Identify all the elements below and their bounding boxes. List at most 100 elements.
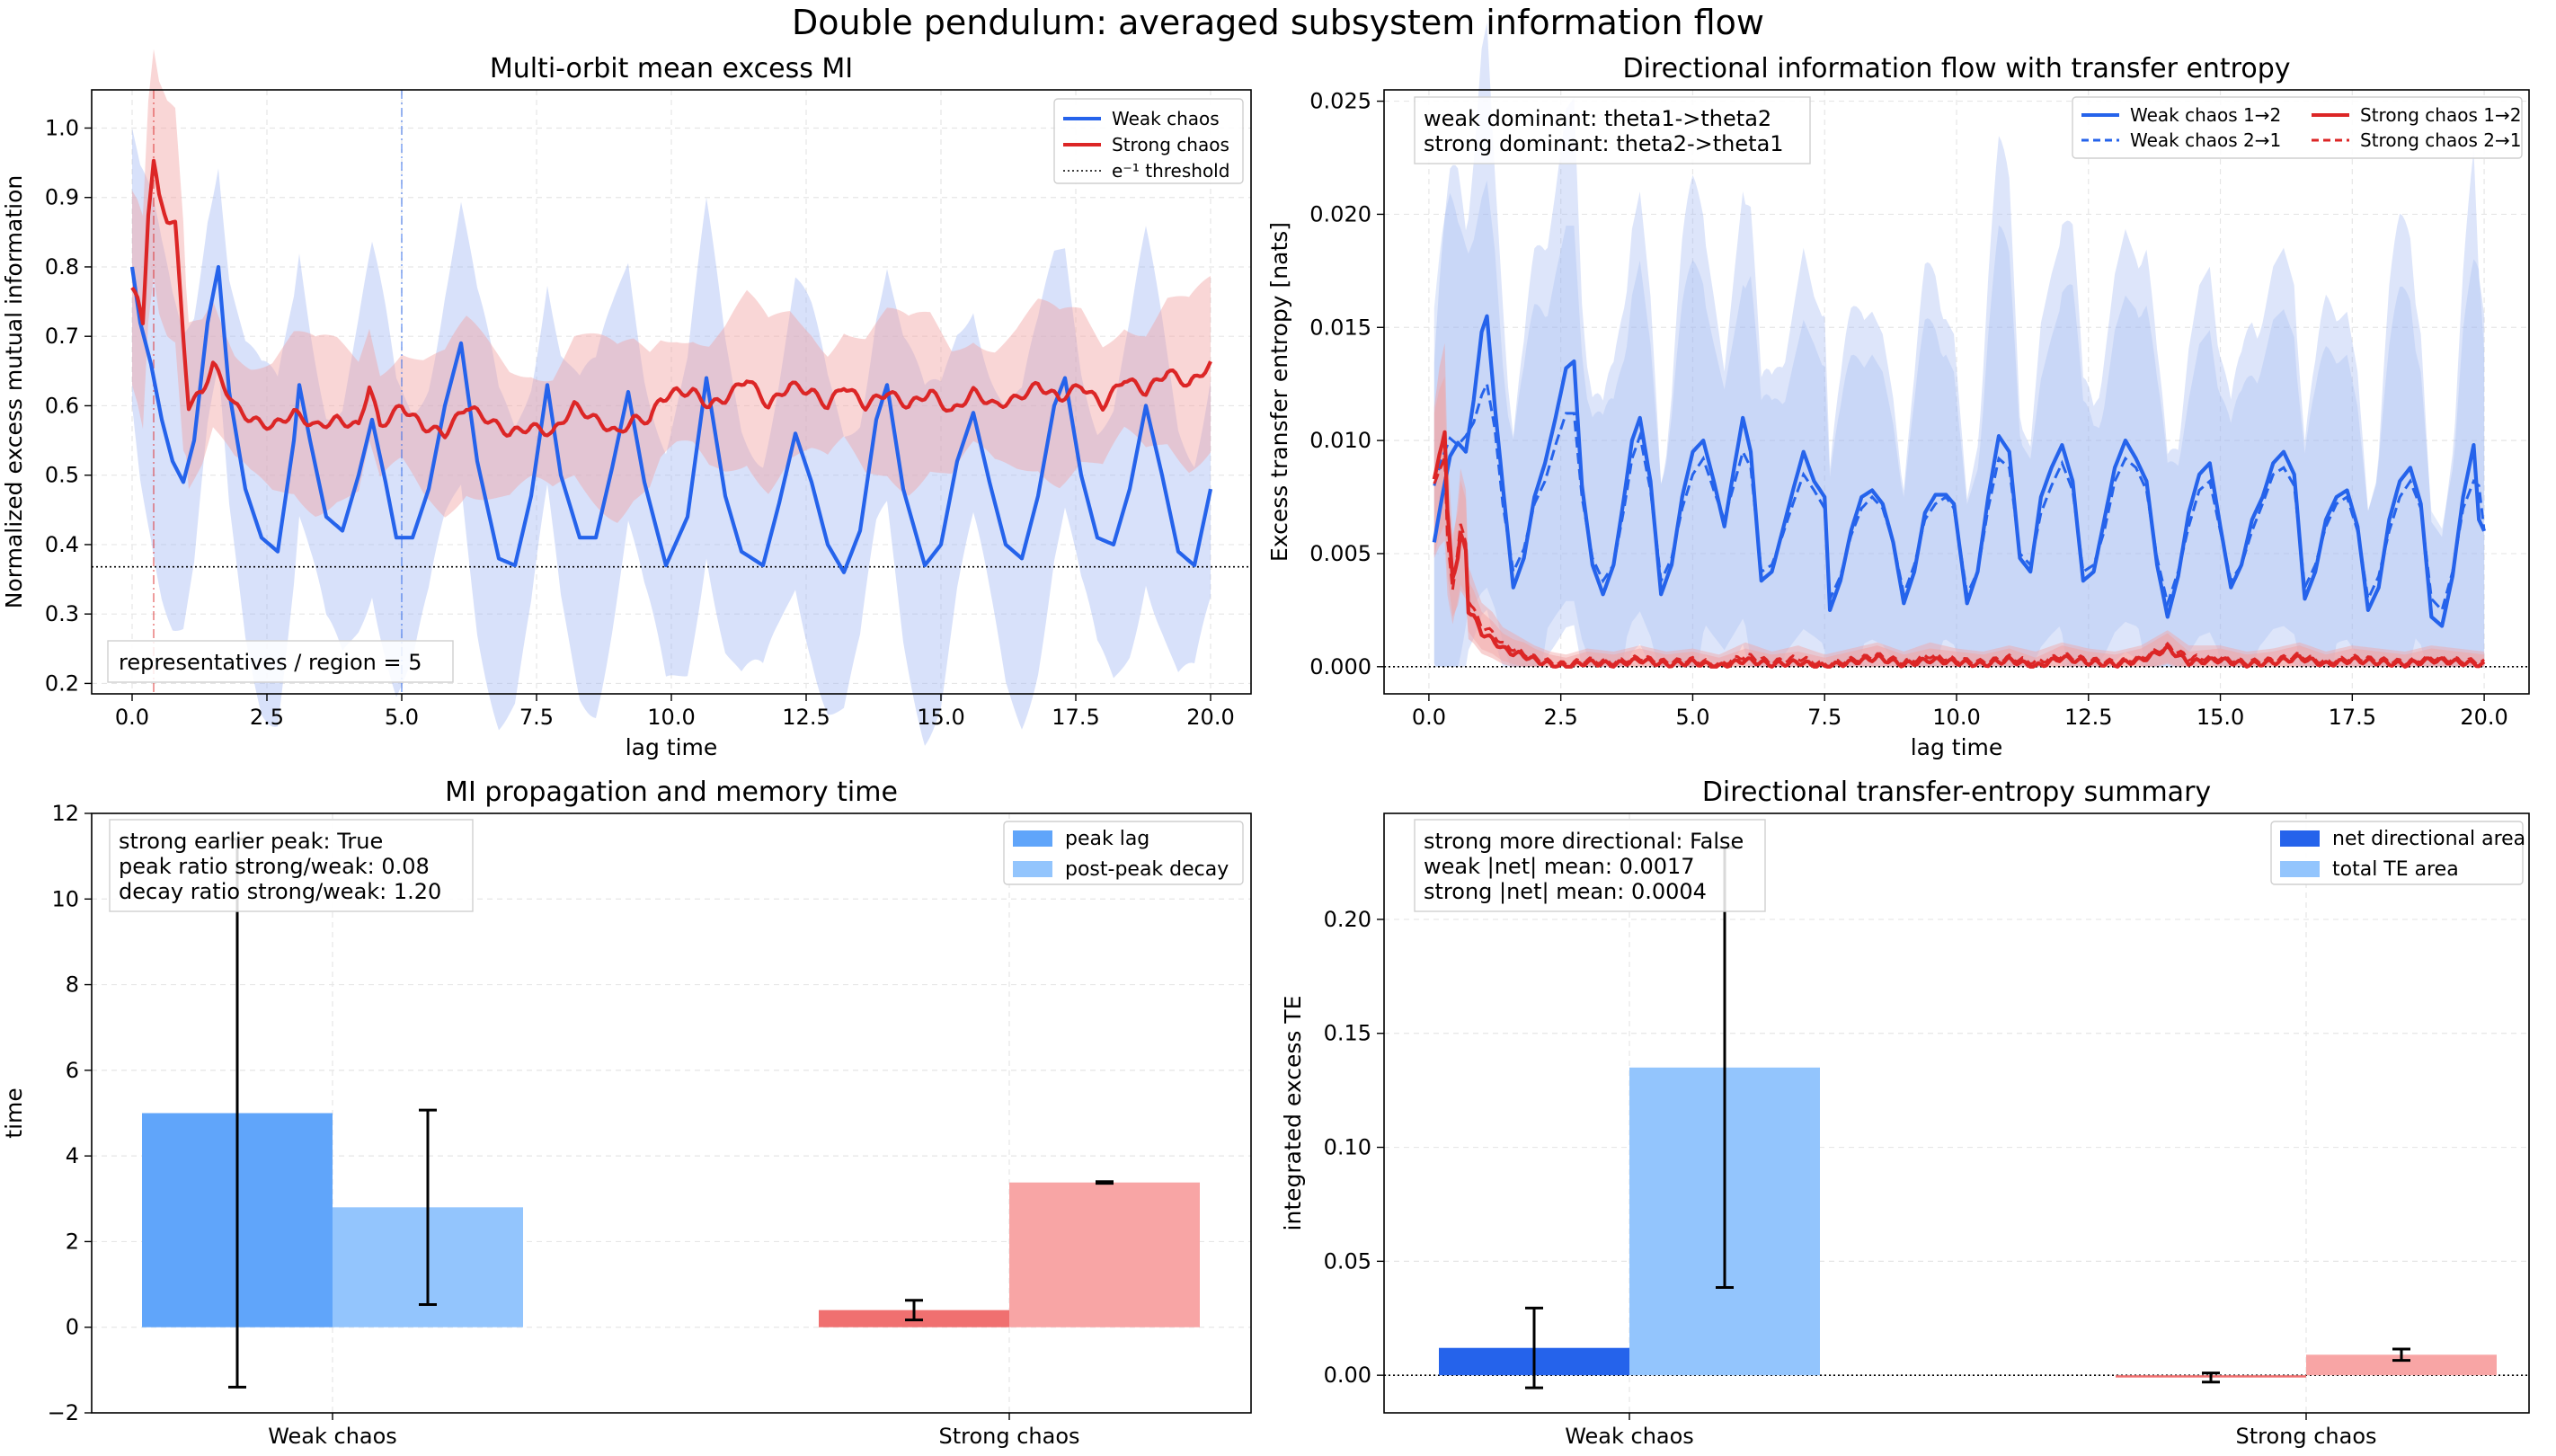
legend-label: Weak chaos — [1112, 108, 1220, 129]
y-tick-label: 0.3 — [45, 601, 79, 626]
panel-te-lines: 0.0 2.5 5.0 7.5 10.0 12.5 15.0 17.5 20.0 0.000 0.0… — [1266, 22, 2530, 760]
x-tick-label: Weak chaos — [268, 1424, 397, 1449]
x-tick-label: 5.0 — [385, 705, 419, 730]
x-tick-label: 2.5 — [1544, 705, 1578, 730]
y-tick-label: 0 — [66, 1315, 79, 1340]
y-tick-label: 0.4 — [45, 532, 79, 557]
y-tick-label: 0.8 — [45, 254, 79, 280]
weak-band — [132, 128, 1211, 746]
legend-swatch — [1013, 830, 1052, 847]
legend-label: net directional area — [2332, 828, 2525, 850]
annotation-box — [107, 640, 454, 683]
y-tick-label: 6 — [66, 1058, 79, 1083]
x-tick-label: 7.5 — [519, 705, 554, 730]
y-tick-label: 0.020 — [1309, 201, 1371, 226]
annotation-text: weak |net| mean: 0.0017 — [1424, 854, 1695, 879]
annotation-text: strong earlier peak: True — [119, 829, 383, 854]
y-axis-label: Excess transfer entropy [nats] — [1266, 222, 1292, 562]
panel-title: Multi-orbit mean excess MI — [490, 53, 853, 84]
y-tick-label: 0.5 — [45, 463, 79, 488]
x-tick-label: 10.0 — [647, 705, 695, 730]
panel-title: MI propagation and memory time — [445, 777, 898, 808]
weak-1to2-band — [1433, 22, 2485, 667]
x-tick-label: 17.5 — [2329, 705, 2376, 730]
x-tick-label: 10.0 — [1932, 705, 1980, 730]
annotation-text: representatives / region = 5 — [119, 650, 422, 675]
x-tick-label: Strong chaos — [938, 1424, 1079, 1449]
legend-box — [2270, 821, 2524, 885]
x-tick-label: 20.0 — [1186, 705, 1234, 730]
x-tick-label: 12.5 — [2064, 705, 2112, 730]
x-tick-label: Weak chaos — [1565, 1424, 1694, 1449]
annotation-box — [109, 819, 474, 912]
figure-title: Double pendulum: averaged subsystem info… — [792, 3, 1764, 42]
x-tick-label: 15.0 — [917, 705, 964, 730]
y-axis-label: integrated excess TE — [1280, 996, 1306, 1231]
x-tick-label: Strong chaos — [2235, 1424, 2376, 1449]
panel-title: Directional transfer-entropy summary — [1702, 777, 2211, 808]
y-tick-label: 0.9 — [45, 185, 79, 210]
legend-box — [1003, 821, 1244, 885]
y-tick-label: 0.2 — [45, 670, 79, 696]
annotation-box — [1414, 819, 1766, 912]
y-axis-label: time — [1, 1088, 27, 1138]
x-tick-label: 15.0 — [2197, 705, 2244, 730]
annotation-text: strong dominant: theta2->theta1 — [1424, 131, 1784, 156]
legend-label: Weak chaos 2→1 — [2130, 129, 2281, 151]
y-tick-label: 4 — [66, 1143, 79, 1168]
y-tick-label: 0.6 — [45, 393, 79, 418]
axes-frame — [91, 812, 1252, 1414]
legend-swatch — [2280, 830, 2320, 847]
x-tick-label: 12.5 — [782, 705, 830, 730]
legend-label: post-peak decay — [1065, 858, 1229, 881]
x-tick-label: 7.5 — [1807, 705, 1842, 730]
panel-mi-lines: 0.0 2.5 5.0 7.5 10.0 12.5 15.0 17.5 20.0 0.2 0.3 0.… — [1, 49, 1252, 760]
strong-series-line — [130, 158, 1212, 439]
legend-label: Weak chaos 1→2 — [2130, 104, 2281, 126]
legend-swatch — [2280, 861, 2320, 877]
y-tick-label: 0.7 — [45, 324, 79, 349]
legend-label: e⁻¹ threshold — [1112, 160, 1229, 182]
legend-label: Strong chaos — [1112, 134, 1229, 155]
y-tick-label: 10 — [51, 886, 79, 911]
bar-post-peak-decay — [1009, 1182, 1200, 1327]
strong-1to2-line — [1432, 430, 2486, 669]
y-tick-label: 2 — [66, 1229, 79, 1254]
x-tick-label: 0.0 — [115, 705, 149, 730]
y-tick-label: 0.015 — [1309, 315, 1371, 340]
legend-label: Strong chaos 1→2 — [2360, 104, 2521, 126]
x-tick-label: 0.0 — [1412, 705, 1446, 730]
legend-box — [2072, 96, 2523, 159]
annotation-text: peak ratio strong/weak: 0.08 — [119, 854, 430, 879]
y-tick-label: 0.025 — [1309, 89, 1371, 114]
legend-label: Strong chaos 2→1 — [2360, 129, 2521, 151]
y-axis-label: Normalized excess mutual information — [1, 175, 27, 608]
panel-te-bars: Weak chaos Strong chaos 0.00 0.05 0.10 0.15 0.… — [1280, 777, 2530, 1449]
weak-1to2-line — [1432, 314, 2487, 628]
y-tick-label: 8 — [66, 972, 79, 998]
x-tick-label: 2.5 — [250, 705, 284, 730]
y-tick-label: 1.0 — [45, 115, 79, 140]
annotation-text: strong |net| mean: 0.0004 — [1424, 879, 1707, 904]
x-tick-label: 5.0 — [1675, 705, 1709, 730]
y-tick-label: 0.000 — [1309, 654, 1371, 679]
legend-label: peak lag — [1065, 828, 1149, 850]
y-tick-label: 0.005 — [1309, 541, 1371, 566]
legend-swatch — [1013, 861, 1052, 877]
y-tick-label: 0.20 — [1324, 907, 1371, 932]
y-tick-label: −2 — [48, 1400, 79, 1425]
y-tick-label: 0.00 — [1324, 1363, 1371, 1388]
x-tick-label: 17.5 — [1052, 705, 1099, 730]
annotation-text: strong more directional: False — [1424, 829, 1744, 854]
y-tick-label: 0.10 — [1324, 1135, 1371, 1160]
y-tick-label: 0.05 — [1324, 1248, 1371, 1274]
panel-mi-bars: Weak chaos Strong chaos −2 0 2 4 6 8 10 12 MI prop… — [1, 777, 1252, 1449]
bar-total-te-area — [2306, 1354, 2497, 1376]
annotation-box — [1414, 96, 1811, 164]
legend-box — [1053, 98, 1244, 184]
x-tick-label: 20.0 — [2460, 705, 2507, 730]
weak-series-line — [129, 264, 1213, 574]
y-tick-label: 0.010 — [1309, 428, 1371, 453]
annotation-text: decay ratio strong/weak: 1.20 — [119, 879, 441, 904]
